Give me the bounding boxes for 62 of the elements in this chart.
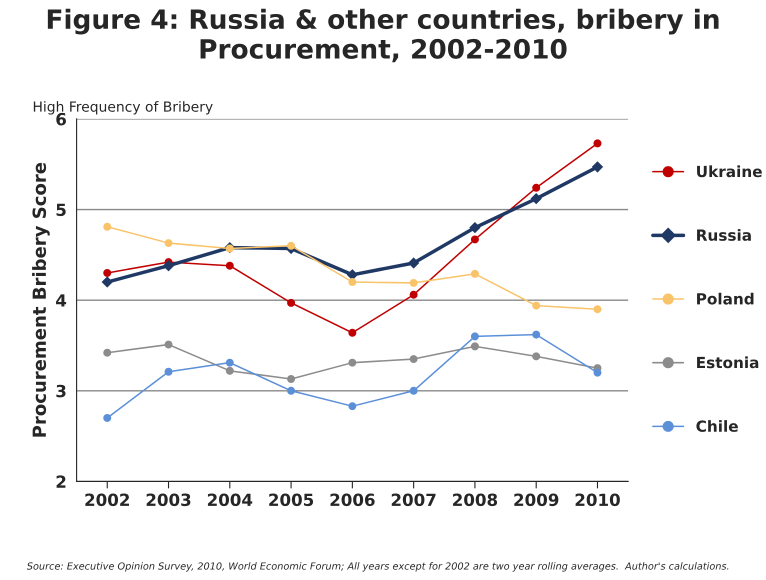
x-tick-label: 2003	[146, 494, 190, 506]
point	[593, 139, 602, 148]
point	[348, 402, 356, 410]
x-tick-label: 2002	[85, 494, 129, 506]
x-tick-label: 2010	[576, 494, 620, 506]
point	[530, 193, 542, 204]
point	[102, 276, 113, 288]
x-tick-label: 2005	[269, 494, 314, 506]
point	[226, 262, 234, 270]
x-tick-label: 2009	[514, 494, 558, 506]
point	[226, 358, 234, 367]
legend-label: Estonia	[697, 356, 758, 368]
point	[532, 302, 540, 310]
legend-label: Chile	[696, 420, 738, 432]
point	[103, 414, 112, 422]
point	[593, 305, 602, 314]
y-axis-title: Procurement Bribery Score	[32, 162, 50, 437]
point	[470, 270, 479, 278]
point	[469, 222, 480, 234]
y-tick-label: 4	[56, 294, 66, 306]
x-tick-label: 2008	[453, 494, 498, 506]
point	[410, 290, 418, 299]
point	[164, 368, 173, 376]
point	[410, 386, 418, 395]
x-tick-label: 2004	[208, 494, 252, 506]
point	[532, 352, 540, 360]
point	[470, 332, 479, 340]
point	[103, 348, 112, 357]
point	[470, 342, 479, 350]
legend-label: Poland	[697, 292, 754, 305]
y-tick-label: 3	[56, 384, 66, 398]
point	[348, 278, 356, 286]
point	[410, 278, 418, 287]
point	[103, 268, 112, 277]
point	[287, 298, 296, 307]
point	[287, 242, 296, 250]
y-tick-label: 6	[56, 112, 66, 126]
point	[410, 355, 418, 364]
legend-label: Ukraine	[697, 165, 762, 178]
x-tick-label: 2007	[392, 494, 436, 506]
point	[532, 184, 540, 192]
point	[164, 340, 173, 349]
point	[287, 375, 296, 383]
source-note: Source: Executive Opinion Survey, 2010, World Economic Forum; All years except for 2002 are two year rolling averages. Author's calculations.	[26, 562, 728, 572]
point	[348, 358, 356, 367]
point	[103, 222, 112, 231]
point	[226, 244, 234, 252]
x-tick-label: 2006	[330, 494, 375, 506]
point	[164, 239, 173, 248]
y-tick-label: 2	[56, 475, 66, 488]
point	[287, 386, 296, 395]
point	[163, 260, 174, 272]
y-tick-label: 5	[56, 204, 66, 216]
point	[593, 368, 602, 377]
point	[470, 235, 479, 244]
point	[408, 258, 420, 268]
point	[592, 162, 603, 172]
point	[226, 366, 234, 375]
point	[532, 330, 540, 339]
chart-title: Figure 4: Russia & other countries, bribery in Procurement, 2002-2010	[48, 8, 719, 62]
point	[348, 328, 356, 337]
legend-label: Russia	[697, 229, 751, 241]
